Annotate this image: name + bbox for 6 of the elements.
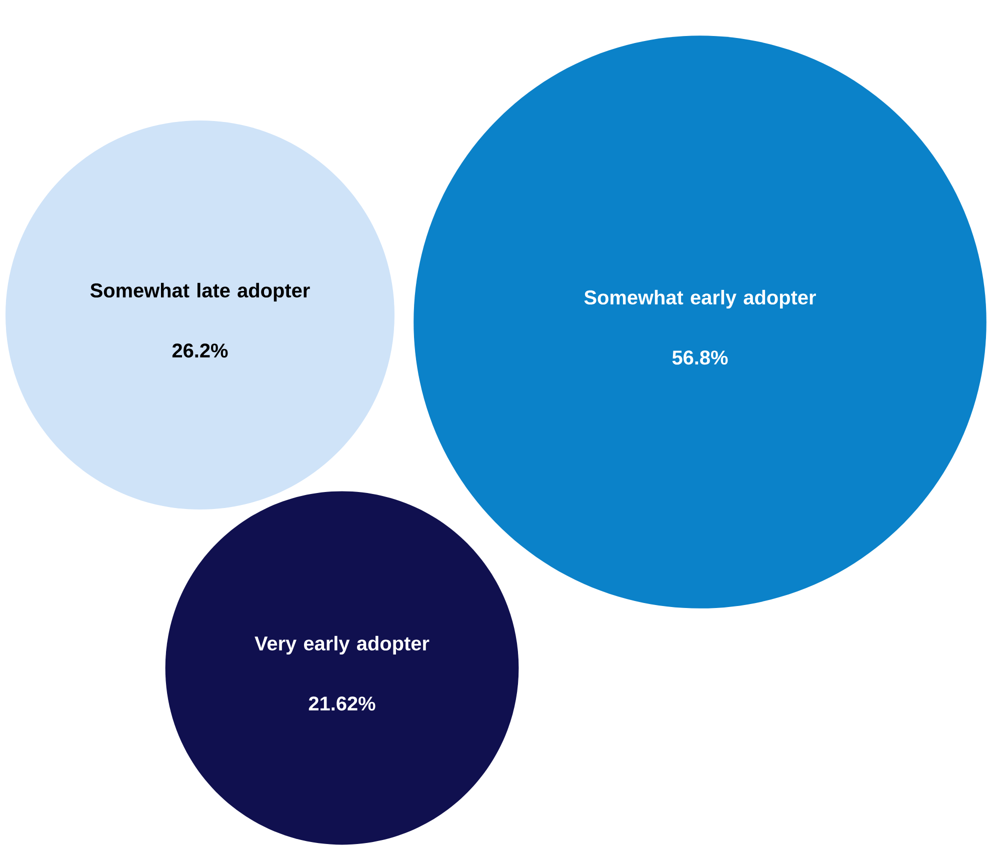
- data-label: 21.62%: [308, 696, 376, 711]
- category-label: Very early adopter: [254, 636, 430, 654]
- data-label: 56.8%: [672, 350, 728, 365]
- data-label: 26.2%: [172, 344, 228, 358]
- category-label: Somewhat early adopter: [584, 290, 816, 308]
- category-label: Somewhat late adopter: [90, 282, 310, 302]
